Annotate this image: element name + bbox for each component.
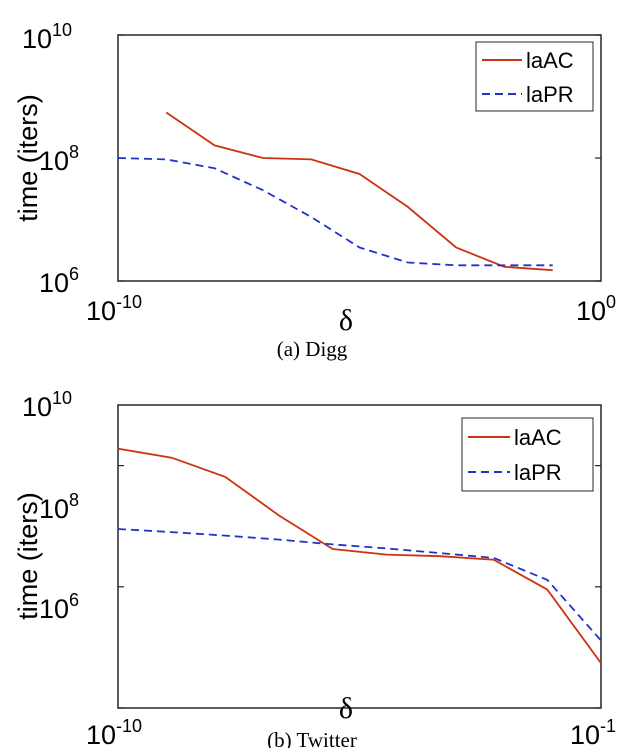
legend-label-laAC: laAC xyxy=(526,48,574,73)
y-tick-label: 106 xyxy=(39,264,79,298)
x-axis-label: δ xyxy=(339,304,353,337)
y-tick-label: 108 xyxy=(39,490,79,524)
chart-digg: 1010 108 106 10-10 100 time (iters) δ (a… xyxy=(13,20,616,361)
y-tick-label: 106 xyxy=(39,590,79,624)
series-line-laPR xyxy=(117,528,602,642)
chart-caption: (a) Digg xyxy=(277,337,348,361)
series-line-laAC xyxy=(117,447,602,664)
legend-label-laPR: laPR xyxy=(526,82,574,107)
chart-caption: (b) Twitter xyxy=(267,728,357,748)
series-line-laAC xyxy=(165,111,553,272)
axis-ticks xyxy=(118,465,601,709)
x-tick-label: 10-1 xyxy=(570,716,616,748)
y-tick-label: 1010 xyxy=(22,388,72,422)
y-tick-label: 1010 xyxy=(22,20,72,54)
chart-twitter: 1010 108 106 10-10 10-1 time (iters) δ (… xyxy=(13,388,616,748)
y-axis-label: time (iters) xyxy=(13,492,43,620)
legend-box xyxy=(475,41,594,112)
x-tick-label: 10-10 xyxy=(86,292,142,326)
y-tick-label: 108 xyxy=(39,142,79,176)
legend: laAC laPR xyxy=(461,417,594,492)
x-tick-label: 10-10 xyxy=(86,716,142,748)
y-axis-label: time (iters) xyxy=(13,94,43,222)
legend-label-laAC: laAC xyxy=(514,425,562,450)
series-lines xyxy=(117,111,553,272)
legend-box xyxy=(461,417,594,492)
x-tick-label: 100 xyxy=(576,292,616,326)
legend: laAC laPR xyxy=(475,41,594,112)
series-line-laPR xyxy=(117,157,553,267)
x-axis-label: δ xyxy=(339,692,353,725)
legend-label-laPR: laPR xyxy=(514,460,562,485)
series-lines xyxy=(117,447,602,664)
